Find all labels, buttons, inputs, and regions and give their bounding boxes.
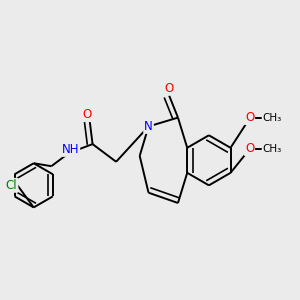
Text: NH: NH <box>62 143 79 156</box>
Text: Cl: Cl <box>6 179 17 192</box>
Text: CH₃: CH₃ <box>262 143 282 154</box>
Text: CH₃: CH₃ <box>262 112 282 123</box>
Text: O: O <box>82 108 91 121</box>
Text: O: O <box>245 142 254 155</box>
Text: O: O <box>164 82 174 95</box>
Text: O: O <box>245 111 254 124</box>
Text: N: N <box>144 120 153 133</box>
